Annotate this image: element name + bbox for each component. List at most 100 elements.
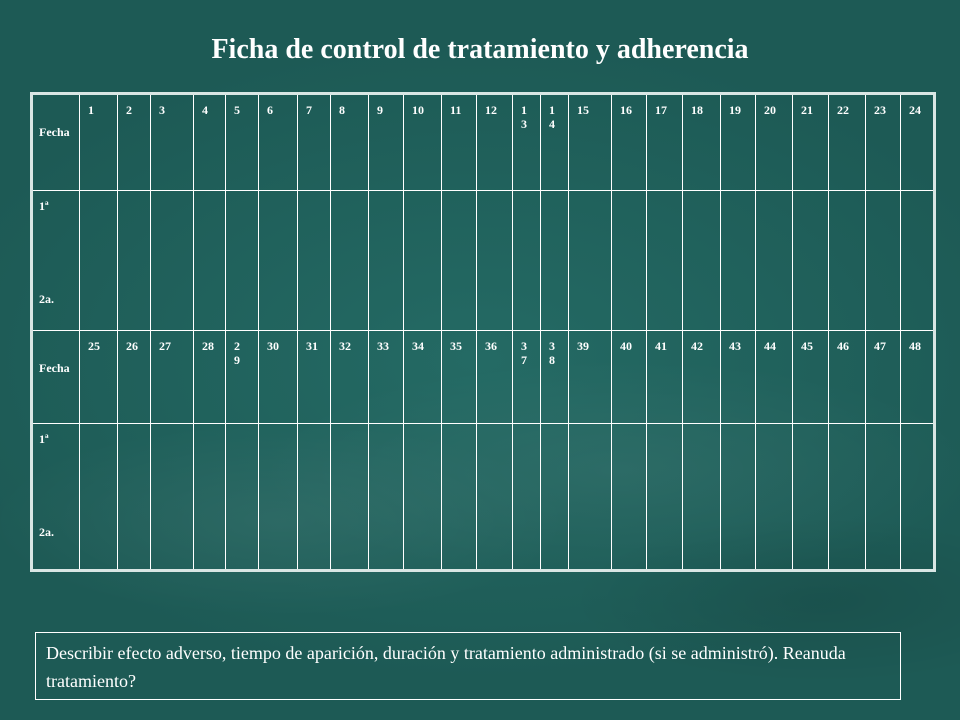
day-number: 32	[339, 339, 351, 353]
day-number: 6	[267, 103, 273, 117]
day-cell: 22	[828, 93, 866, 191]
dose-cell[interactable]	[368, 423, 404, 571]
dose-cell[interactable]	[682, 423, 721, 571]
dose-cell[interactable]	[368, 190, 404, 331]
dose-cell[interactable]	[117, 190, 151, 331]
dose-cell[interactable]	[828, 423, 866, 571]
day-number: 44	[764, 339, 776, 353]
day-number: 16	[620, 103, 632, 117]
day-number: 17	[655, 103, 667, 117]
day-cell: 25	[79, 330, 118, 424]
dose-2-label: 2a.	[39, 525, 54, 539]
dose-cell[interactable]	[568, 190, 612, 331]
dose-cell[interactable]	[828, 190, 866, 331]
day-number: 2	[126, 103, 132, 117]
day-cell: 11	[441, 93, 477, 191]
dose-cell[interactable]	[540, 423, 569, 571]
day-cell: 48	[900, 330, 935, 424]
dose-cell[interactable]	[403, 423, 442, 571]
dose-label-cell: 1ª 2a.	[31, 423, 80, 571]
dose-cell[interactable]	[646, 190, 683, 331]
day-cell: 28	[193, 330, 226, 424]
day-number: 45	[801, 339, 813, 353]
dose-cell[interactable]	[900, 190, 935, 331]
date-row-2: Fecha 25 26 27 28 29 30 31 32 33 34 35 3…	[31, 330, 935, 424]
day-cell: 27	[150, 330, 194, 424]
dose-cell[interactable]	[611, 423, 647, 571]
dose-cell[interactable]	[755, 190, 793, 331]
day-number: 27	[159, 339, 171, 353]
dose-cell[interactable]	[150, 423, 194, 571]
dose-cell[interactable]	[865, 190, 901, 331]
dose-cell[interactable]	[150, 190, 194, 331]
day-cell: 19	[720, 93, 756, 191]
dose-cell[interactable]	[682, 190, 721, 331]
day-cell: 37	[512, 330, 541, 424]
dose-cell[interactable]	[258, 190, 298, 331]
day-cell: 21	[792, 93, 829, 191]
day-cell: 32	[330, 330, 369, 424]
day-number: 18	[691, 103, 703, 117]
dose-cell[interactable]	[403, 190, 442, 331]
day-cell: 10	[403, 93, 442, 191]
dose-cell[interactable]	[258, 423, 298, 571]
day-number: 35	[450, 339, 462, 353]
day-cell: 30	[258, 330, 298, 424]
day-number: 8	[339, 103, 345, 117]
day-cell: 6	[258, 93, 298, 191]
dose-cell[interactable]	[330, 423, 369, 571]
dose-cell[interactable]	[193, 190, 226, 331]
day-cell: 4	[193, 93, 226, 191]
dose-cell[interactable]	[755, 423, 793, 571]
dose-cell[interactable]	[193, 423, 226, 571]
day-number: 25	[88, 339, 100, 353]
day-cell: 3	[150, 93, 194, 191]
day-cell: 43	[720, 330, 756, 424]
date-row-1: Fecha 1 2 3 4 5 6 7 8 9 10 11 12 13 14 1…	[31, 93, 935, 191]
day-number: 30	[267, 339, 279, 353]
dose-cell[interactable]	[476, 190, 513, 331]
dose-cell[interactable]	[225, 423, 259, 571]
dose-cell[interactable]	[79, 423, 118, 571]
dose-cell[interactable]	[330, 190, 369, 331]
dose-cell[interactable]	[646, 423, 683, 571]
adverse-effect-note: Describir efecto adverso, tiempo de apar…	[35, 632, 901, 700]
dose-cell[interactable]	[117, 423, 151, 571]
dose-cell[interactable]	[611, 190, 647, 331]
day-cell: 36	[476, 330, 513, 424]
dose-cell[interactable]	[540, 190, 569, 331]
dose-cell[interactable]	[512, 190, 541, 331]
day-cell: 15	[568, 93, 612, 191]
dose-cell[interactable]	[441, 190, 477, 331]
dose-cell[interactable]	[297, 190, 331, 331]
day-number: 37	[521, 339, 527, 367]
day-cell: 17	[646, 93, 683, 191]
dose-label-cell: 1ª 2a.	[31, 190, 80, 331]
dose-cell[interactable]	[792, 190, 829, 331]
day-cell: 13	[512, 93, 541, 191]
dose-cell[interactable]	[720, 190, 756, 331]
day-cell: 38	[540, 330, 569, 424]
day-cell: 26	[117, 330, 151, 424]
day-number: 28	[202, 339, 214, 353]
day-number: 20	[764, 103, 776, 117]
day-number: 39	[577, 339, 589, 353]
day-cell: 12	[476, 93, 513, 191]
dose-cell[interactable]	[476, 423, 513, 571]
day-number: 31	[306, 339, 318, 353]
dose-cell[interactable]	[512, 423, 541, 571]
dose-cell[interactable]	[865, 423, 901, 571]
day-cell: 40	[611, 330, 647, 424]
dose-cell[interactable]	[225, 190, 259, 331]
dose-cell[interactable]	[792, 423, 829, 571]
dose-cell[interactable]	[441, 423, 477, 571]
dose-cell[interactable]	[568, 423, 612, 571]
day-number: 21	[801, 103, 813, 117]
dose-cell[interactable]	[720, 423, 756, 571]
dose-cell[interactable]	[79, 190, 118, 331]
dose-2-label: 2a.	[39, 292, 54, 306]
day-number: 29	[234, 339, 240, 367]
day-cell: 46	[828, 330, 866, 424]
dose-cell[interactable]	[297, 423, 331, 571]
dose-cell[interactable]	[900, 423, 935, 571]
